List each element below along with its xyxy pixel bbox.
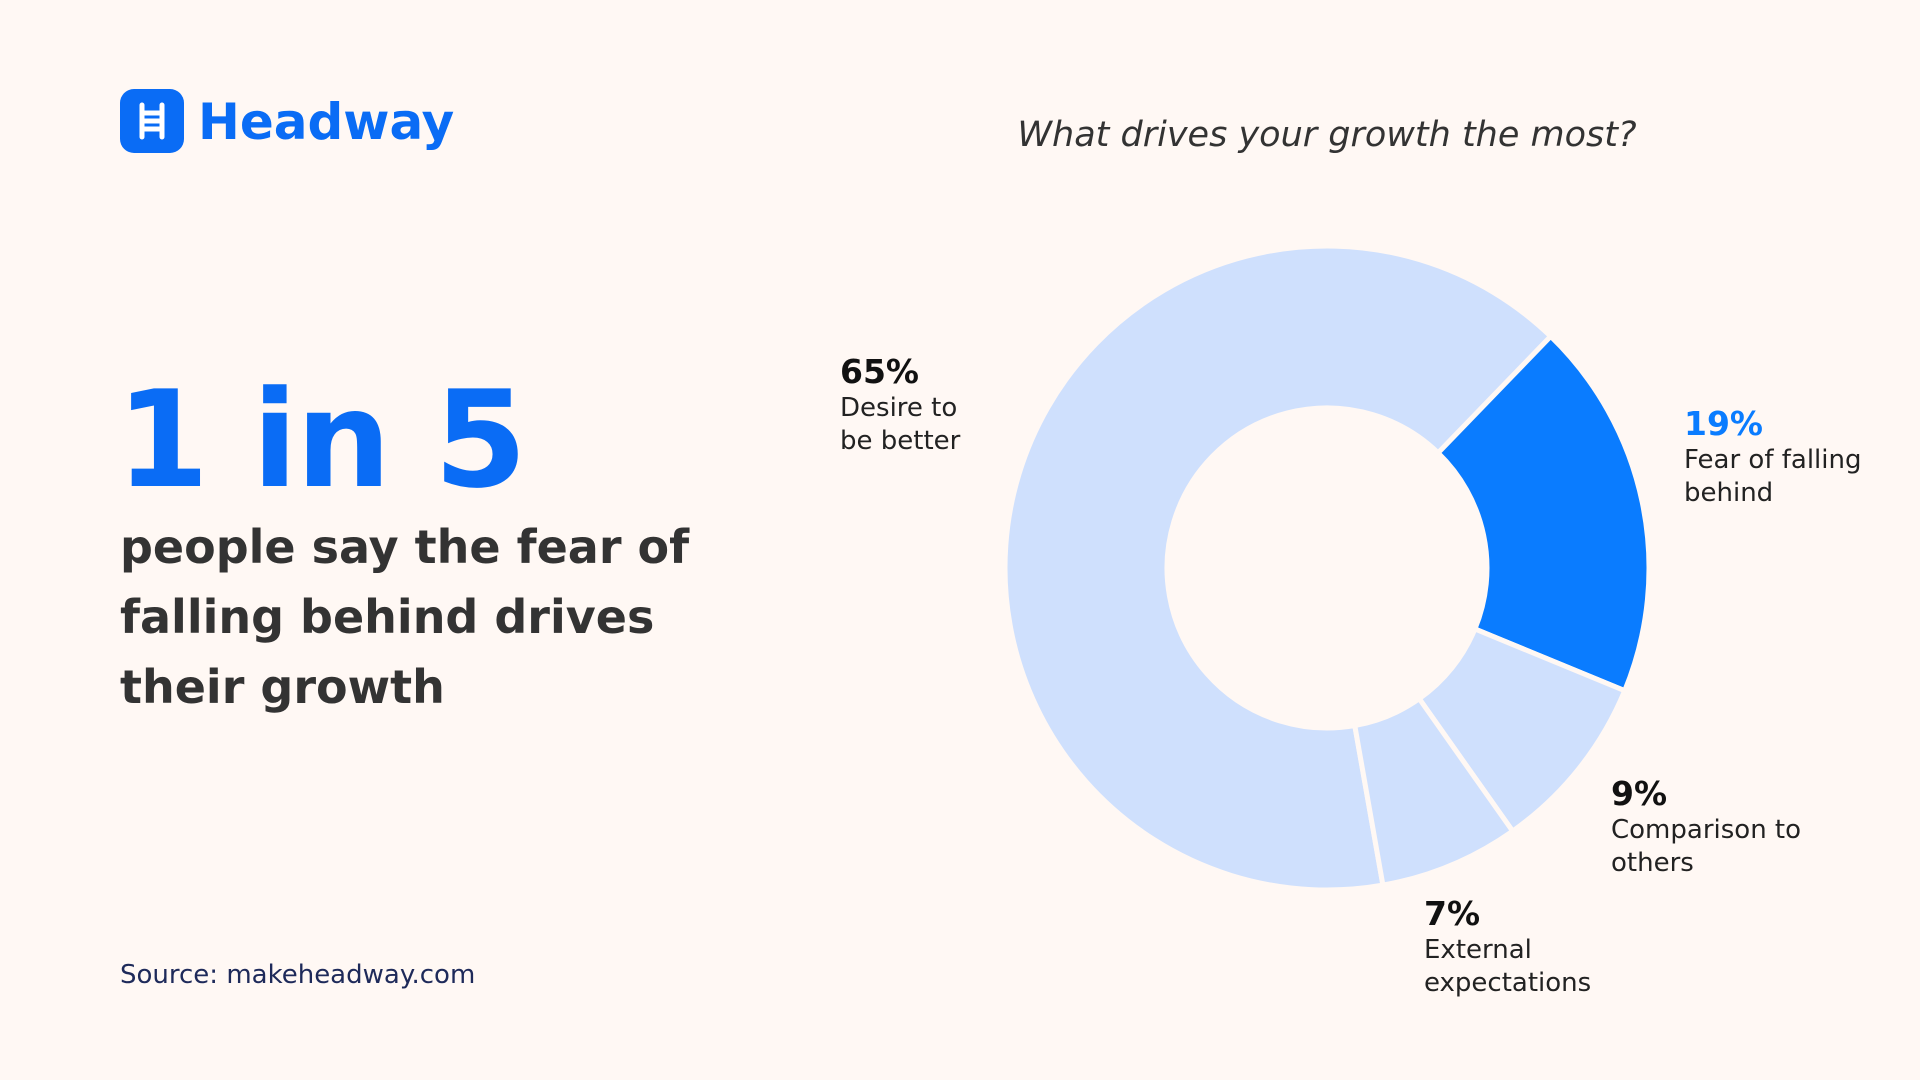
value-label: 7% [1424,894,1481,933]
donut-segment [1435,333,1652,694]
category-label: Fear of falling behind [1684,445,1862,508]
subheadline: people say the fear of falling behind dr… [120,520,690,714]
value-label: 19% [1684,404,1763,443]
chart-title: What drives your growth the most? [1017,115,1637,155]
category-label: Comparison to others [1611,815,1802,878]
brand-name: Headway [198,93,455,151]
category-label: External expectations [1424,935,1592,998]
logo-glyph [139,102,165,140]
donut-segment [1352,696,1516,888]
segment-label: 7% External expectations [1424,894,1624,1000]
segment-label: 65% Desire to be better [840,352,970,458]
value-label: 65% [840,352,919,391]
segment-label: 9% Comparison to others [1611,774,1811,880]
logo-icon [120,89,184,153]
category-label: Desire to be better [840,393,961,456]
value-label: 9% [1611,774,1668,813]
headline: 1 in 5 [116,362,527,518]
segment-label: 19% Fear of falling behind [1684,404,1884,510]
donut-segment [1002,243,1554,893]
source: Source: makeheadway.com [120,960,476,990]
